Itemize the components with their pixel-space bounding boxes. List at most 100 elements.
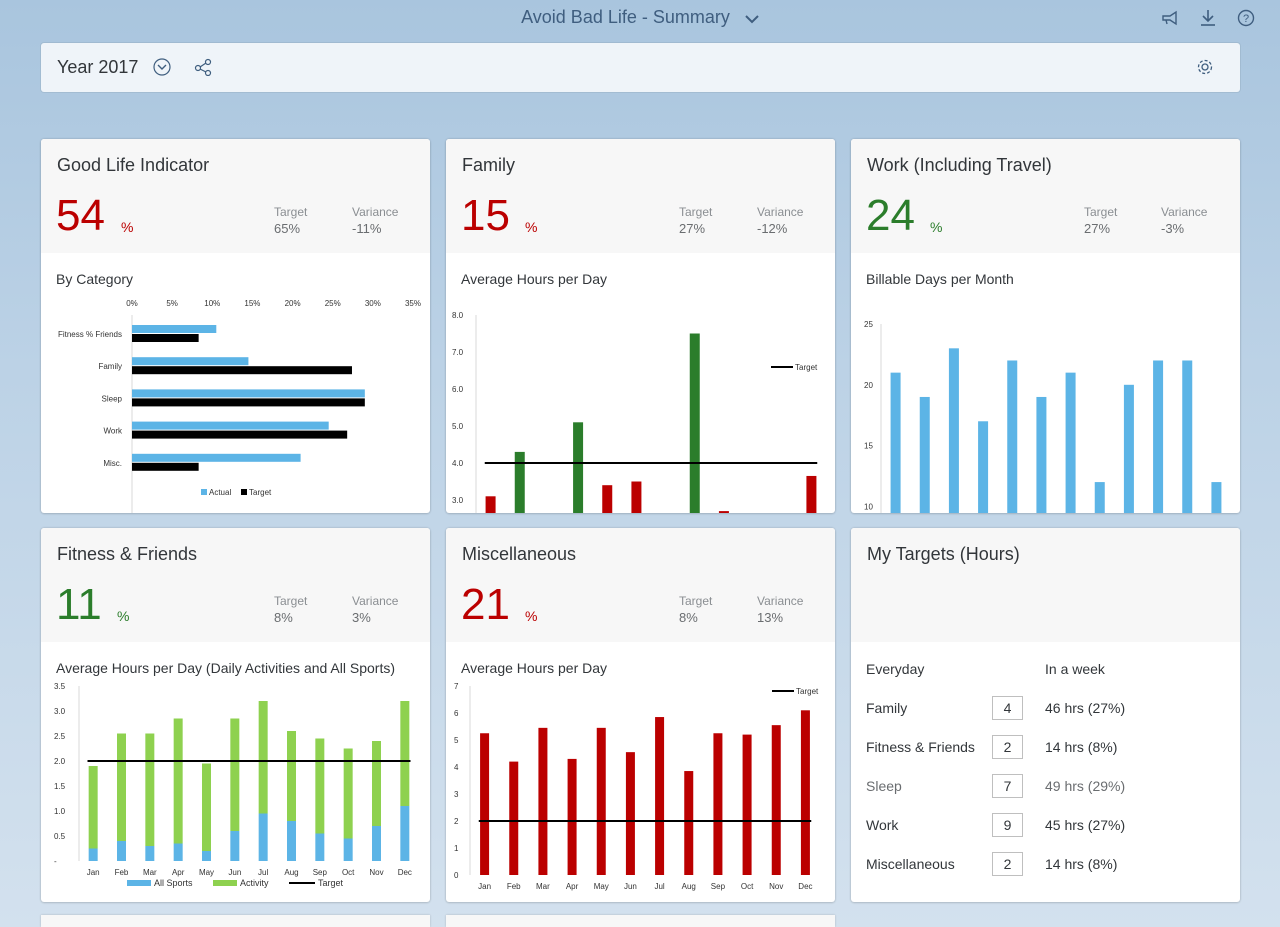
target-week-value: 14 hrs (8%) [1045, 856, 1118, 872]
kpi-value: 11 [56, 580, 102, 629]
target-input-fitness[interactable]: 2 [992, 735, 1023, 759]
card-title: Good Life Indicator [57, 155, 210, 175]
legend-label: Target [249, 488, 272, 497]
bar [718, 511, 729, 513]
kpi-value: 15 [461, 191, 510, 240]
card-work[interactable]: Work (Including Travel) 24 % Target 27% … [851, 139, 1240, 513]
target-input-family[interactable]: 4 [992, 696, 1023, 720]
x-tick-label: Aug [284, 868, 298, 877]
y-tick-label: 25 [864, 320, 873, 329]
help-icon[interactable]: ? [1236, 8, 1256, 28]
bar-all-sports [117, 841, 126, 861]
variance-value: -11% [352, 221, 382, 236]
card-family[interactable]: Family 15 % Target 27% Variance -12% Ave… [446, 139, 835, 513]
y-tick-label: 0.5 [54, 832, 66, 841]
legend-swatch [127, 880, 151, 886]
bar-activity [400, 701, 410, 806]
y-tick-label: 1 [454, 844, 459, 853]
bar [573, 422, 584, 513]
x-tick-label: Sep [313, 868, 328, 877]
app-title-menu[interactable]: Avoid Bad Life - Summary [0, 7, 1280, 29]
bar [1036, 396, 1047, 513]
card-header [446, 139, 835, 253]
bar [1007, 360, 1018, 513]
bar [742, 734, 752, 875]
bar-activity [372, 741, 381, 826]
target-label: Target [679, 205, 713, 219]
bar-activity [202, 763, 211, 851]
variant-title: Year 2017 [57, 57, 139, 77]
bar-target [132, 334, 199, 342]
share-icon[interactable] [194, 58, 212, 81]
target-value: 8% [274, 610, 293, 625]
bar-all-sports [145, 846, 155, 861]
variance-value: -12% [757, 221, 788, 236]
x-tick-label: Jan [478, 882, 491, 891]
bar [713, 733, 723, 875]
bar [655, 717, 665, 875]
target-label: Target [274, 205, 308, 219]
bar [485, 496, 496, 513]
target-week-value: 46 hrs (27%) [1045, 700, 1126, 716]
target-input-sleep[interactable]: 7 [992, 774, 1023, 798]
bar [684, 771, 694, 875]
bar [806, 475, 817, 513]
bar-all-sports [88, 848, 98, 861]
bar-all-sports [372, 826, 381, 861]
bar-activity [287, 731, 296, 821]
megaphone-icon[interactable] [1160, 8, 1180, 28]
bar [948, 348, 959, 513]
bar [1094, 482, 1105, 513]
bar-all-sports [230, 831, 240, 861]
bar [1123, 384, 1134, 513]
card-good-life[interactable]: Good Life Indicator 54 % Target 65% Vari… [41, 139, 430, 513]
y-tick-label: 6.0 [452, 385, 464, 394]
x-tick-label: Feb [115, 868, 129, 877]
card-title: Work (Including Travel) [867, 155, 1052, 175]
target-input-misc[interactable]: 2 [992, 852, 1023, 876]
card-header [446, 528, 835, 642]
card-targets[interactable]: My Targets (Hours) Everyday In a week Fa… [851, 528, 1240, 902]
y-tick-label: 7.0 [452, 348, 464, 357]
legend-label: Activity [240, 878, 269, 888]
bar [978, 421, 989, 513]
y-tick-label: 20 [864, 381, 873, 390]
chart-title: Billable Days per Month [866, 271, 1014, 287]
target-label: Family [866, 700, 908, 716]
x-tick-label: 35% [405, 299, 421, 308]
bar-target [132, 430, 348, 439]
target-label: Target [1084, 205, 1118, 219]
bar-all-sports [258, 813, 268, 861]
bar [1065, 372, 1076, 513]
x-tick-label: May [199, 868, 214, 877]
download-icon[interactable] [1198, 8, 1218, 28]
bar-activity [315, 738, 325, 834]
settings-gear-icon[interactable] [1196, 58, 1214, 81]
bar-activity [230, 718, 240, 831]
card-header [41, 139, 430, 253]
variance-value: -3% [1161, 221, 1185, 236]
target-week-value: 49 hrs (29%) [1045, 778, 1126, 794]
card-title: Family [462, 155, 515, 175]
bar [919, 396, 930, 513]
kpi-unit: % [525, 608, 538, 624]
target-label: Target [679, 594, 713, 608]
bar-activity [145, 733, 155, 846]
chart-title: Average Hours per Day [461, 271, 608, 287]
card-fitness[interactable]: Fitness & Friends 11 % Target 8% Varianc… [41, 528, 430, 902]
x-tick-label: Oct [741, 882, 754, 891]
x-tick-label: Sep [711, 882, 726, 891]
bar-actual [132, 389, 365, 398]
kpi-unit: % [121, 219, 134, 235]
x-tick-label: Dec [398, 868, 412, 877]
card-partial [41, 915, 430, 927]
card-misc[interactable]: Miscellaneous 21 % Target 8% Variance 13… [446, 528, 835, 902]
bar-activity [117, 733, 126, 841]
bar-actual [132, 421, 329, 430]
variant-dropdown-icon[interactable] [153, 58, 171, 81]
bar-target [132, 398, 365, 407]
target-input-work[interactable]: 9 [992, 813, 1023, 837]
bar [596, 727, 606, 875]
y-tick-label: 8.0 [452, 311, 464, 320]
bar-actual [132, 357, 249, 366]
